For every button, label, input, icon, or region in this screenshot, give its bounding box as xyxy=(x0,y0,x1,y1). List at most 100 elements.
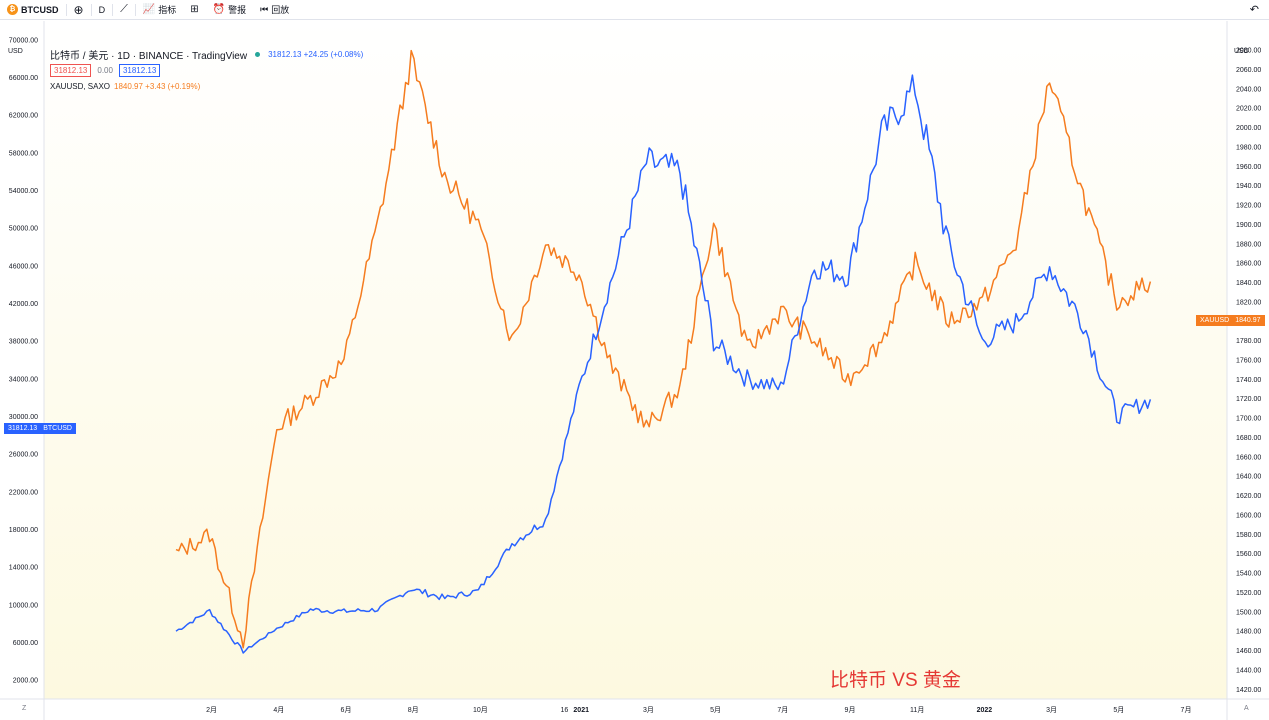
left-axis-tick: 18000.00 xyxy=(9,527,38,534)
market-status-icon xyxy=(255,51,261,57)
grid-icon: ⊞ xyxy=(190,4,199,15)
add-circle-icon: ⊕ xyxy=(73,2,84,17)
bid-box[interactable]: 31812.13 xyxy=(50,64,92,77)
alarm-icon: ⏰ xyxy=(212,4,226,15)
left-axis-tick: 54000.00 xyxy=(9,188,38,195)
right-axis-tick: 1880.00 xyxy=(1236,241,1261,248)
x-axis-tick: 7月 xyxy=(1181,706,1192,714)
left-axis-tick: 70000.00 xyxy=(9,37,38,44)
x-axis-tick: 3月 xyxy=(1046,706,1057,714)
undo-icon[interactable]: ↶ xyxy=(1249,4,1259,16)
btc-tag-label: BTCUSD xyxy=(43,425,72,432)
toolbar-divider xyxy=(134,3,136,16)
x-axis-tick: 5月 xyxy=(710,706,721,714)
right-axis-tick: 1900.00 xyxy=(1236,222,1261,229)
top-toolbar: ₿ BTCUSD ⊕ D ⟋ 📈 指标 ⊞ ⏰ 警报 ⏮ 回放 ↶ xyxy=(0,0,1269,20)
x-axis-tick: 10月 xyxy=(473,706,488,714)
x-axis-tick: 3月 xyxy=(643,706,654,714)
right-axis-tick: 1780.00 xyxy=(1236,338,1261,345)
timezone-corner-button[interactable]: Z xyxy=(22,705,27,712)
symbol-name: BTCUSD xyxy=(21,4,59,15)
x-axis-tick: 8月 xyxy=(408,706,419,714)
x-axis-tick: 2021 xyxy=(573,707,589,714)
right-axis-tick: 1500.00 xyxy=(1236,609,1261,616)
x-axis-tick: 7月 xyxy=(777,706,788,714)
toolbar-divider xyxy=(90,3,92,16)
left-axis-tick: 38000.00 xyxy=(9,339,38,346)
right-axis-tick: 1980.00 xyxy=(1236,144,1261,151)
right-axis-tick: 1740.00 xyxy=(1236,377,1261,384)
right-axis-tick: 2040.00 xyxy=(1236,86,1261,93)
toolbar-divider xyxy=(112,3,114,16)
templates-button[interactable]: ⊞ xyxy=(183,0,205,20)
btc-readout: 31812.13 +24.25 (+0.08%) xyxy=(268,49,364,59)
right-axis-tick: 1640.00 xyxy=(1236,474,1261,481)
left-axis-tick: 46000.00 xyxy=(9,263,38,270)
line-chart-icon: ⟋ xyxy=(120,3,128,15)
spread-value: 0.00 xyxy=(97,66,113,75)
interval-label: D xyxy=(98,4,106,15)
x-axis-tick: 16 xyxy=(561,707,569,714)
right-axis-tick: 2000.00 xyxy=(1236,125,1261,132)
ask-box[interactable]: 31812.13 xyxy=(118,64,161,77)
right-axis-tick: 2020.00 xyxy=(1236,106,1261,113)
right-axis-tick: 1720.00 xyxy=(1236,396,1261,403)
right-axis-tick: 1460.00 xyxy=(1236,648,1261,655)
toolbar-divider xyxy=(65,3,67,16)
right-axis-tick: 1420.00 xyxy=(1236,687,1261,694)
bitcoin-icon: ₿ xyxy=(7,4,18,15)
interval-button[interactable]: D xyxy=(92,0,113,20)
right-axis-tick: 1440.00 xyxy=(1236,667,1261,674)
legend-title: 比特币 / 美元 · 1D · BINANCE · TradingView xyxy=(50,50,248,62)
btc-price-tag: 31812.13 BTCUSD xyxy=(4,423,76,434)
right-axis-unit[interactable]: USD xyxy=(1234,48,1249,55)
x-axis-tick: 2022 xyxy=(977,707,993,714)
left-axis-tick: 2000.00 xyxy=(13,678,38,685)
chart-annotation: 比特币 VS 黄金 xyxy=(830,670,961,691)
right-axis-tick: 1600.00 xyxy=(1236,512,1261,519)
left-axis-tick: 50000.00 xyxy=(9,226,38,233)
left-axis-tick: 26000.00 xyxy=(9,452,38,459)
xau-tag-value: 1840.97 xyxy=(1235,317,1261,324)
right-axis-tick: 1560.00 xyxy=(1236,551,1261,558)
auto-scale-button[interactable]: A xyxy=(1244,705,1249,712)
right-axis-tick: 1620.00 xyxy=(1236,493,1261,500)
right-axis-tick: 2080.00 xyxy=(1236,48,1261,55)
left-axis-tick: 10000.00 xyxy=(9,602,38,609)
chart-type-button[interactable]: ⟋ xyxy=(113,0,135,20)
xau-series-line xyxy=(175,49,1152,649)
chart-legend: 比特币 / 美元 · 1D · BINANCE · TradingView 31… xyxy=(50,47,363,91)
xau-tag-label: XAUUSD xyxy=(1200,317,1230,324)
right-axis-tick: 2060.00 xyxy=(1236,67,1261,74)
left-axis-unit[interactable]: USD xyxy=(8,48,23,55)
btc-series-line xyxy=(175,74,1152,654)
rewind-icon: ⏮ xyxy=(260,4,269,14)
replay-button[interactable]: ⏮ 回放 xyxy=(253,0,296,20)
indicators-icon: 📈 xyxy=(142,4,156,15)
compare-button[interactable]: ⊕ xyxy=(67,0,91,20)
right-axis-tick: 1680.00 xyxy=(1236,435,1261,442)
xau-readout: 1840.97 +3.43 (+0.19%) xyxy=(114,82,201,91)
x-axis-tick: 9月 xyxy=(845,706,856,714)
right-axis-tick: 1760.00 xyxy=(1236,358,1261,365)
chart-canvas[interactable]: 70000.00 66000.00 62000.00 58000.00 54000.00… xyxy=(0,21,1269,720)
left-axis-tick: 14000.00 xyxy=(9,565,38,572)
xau-legend-name: XAUUSD, SAXO xyxy=(50,82,111,91)
chart-area[interactable]: 70000.00 66000.00 62000.00 58000.00 54000.00… xyxy=(0,21,1269,720)
left-axis-tick: 62000.00 xyxy=(9,113,38,120)
indicators-button[interactable]: 📈 指标 xyxy=(136,0,183,20)
right-axis-tick: 1540.00 xyxy=(1236,571,1261,578)
symbol-selector[interactable]: ₿ BTCUSD xyxy=(0,0,66,20)
left-axis-tick: 66000.00 xyxy=(9,75,38,82)
right-axis-tick: 1920.00 xyxy=(1236,203,1261,210)
left-axis-tick: 58000.00 xyxy=(9,150,38,157)
right-axis-tick: 1960.00 xyxy=(1236,164,1261,171)
btc-tag-value: 31812.13 xyxy=(8,425,38,432)
right-axis-tick: 1660.00 xyxy=(1236,454,1261,461)
plot-background xyxy=(44,21,1227,699)
right-axis-tick: 1480.00 xyxy=(1236,629,1261,636)
right-axis-tick: 1700.00 xyxy=(1236,416,1261,423)
replay-label: 回放 xyxy=(271,5,290,15)
alert-button[interactable]: ⏰ 警报 xyxy=(206,0,253,20)
left-axis-tick: 42000.00 xyxy=(9,301,38,308)
